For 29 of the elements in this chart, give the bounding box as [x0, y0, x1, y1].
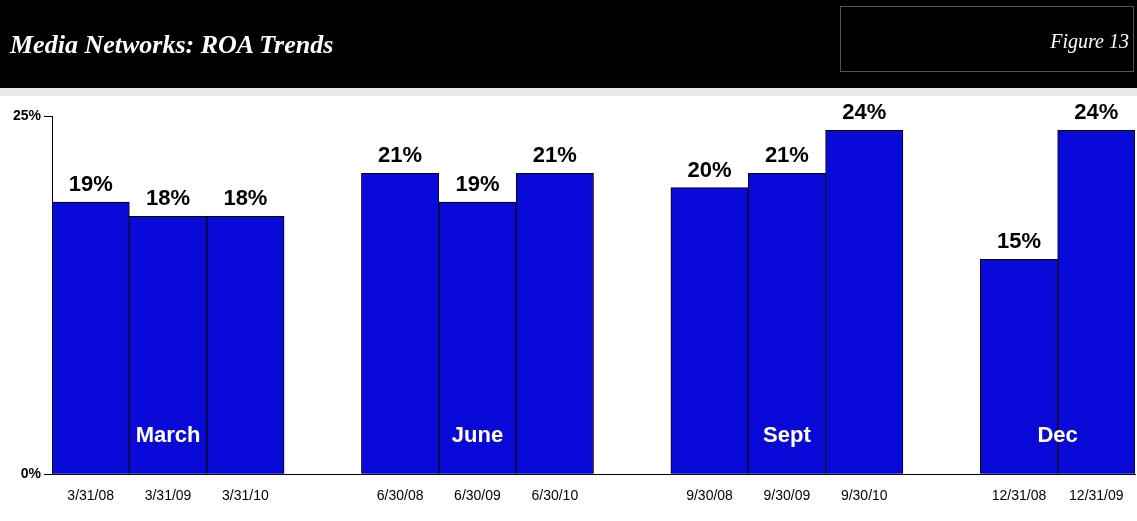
x-tick-label: 12/31/08 [991, 487, 1047, 504]
x-tick-label: 9/30/08 [686, 487, 734, 504]
data-label: 18% [146, 185, 191, 211]
data-label: 18% [223, 185, 268, 211]
y-tick-label: 25% [12, 106, 42, 123]
x-tick-label: 6/30/09 [454, 487, 502, 504]
annotation: June [451, 422, 504, 448]
data-label: 24% [1074, 99, 1119, 125]
x-tick-label: 3/31/09 [144, 487, 192, 504]
x-tick-label: 9/30/09 [763, 487, 811, 504]
caption: Figure 13 [1050, 30, 1129, 53]
x-tick-label: 12/31/09 [1069, 487, 1124, 504]
data-label: 20% [687, 156, 732, 182]
data-label: 19% [68, 171, 113, 197]
x-tick-label: 6/30/10 [531, 487, 579, 504]
x-tick-label: 3/31/10 [222, 487, 269, 504]
x-tick-label: 3/31/08 [67, 487, 115, 504]
chart-title: Media Networks: ROA Trends [10, 30, 334, 60]
data-label: 21% [764, 142, 809, 168]
annotation: March [135, 422, 201, 448]
data-label: 24% [842, 99, 887, 125]
data-label: 21% [532, 142, 577, 168]
annotation: Sept [763, 422, 812, 448]
x-tick-label: 6/30/08 [376, 487, 424, 504]
x-tick-label: 9/30/10 [840, 487, 888, 504]
data-label: 21% [378, 142, 423, 168]
y-tick-label: 0% [20, 465, 42, 482]
data-label: 15% [996, 228, 1041, 254]
data-label: 19% [455, 171, 500, 197]
